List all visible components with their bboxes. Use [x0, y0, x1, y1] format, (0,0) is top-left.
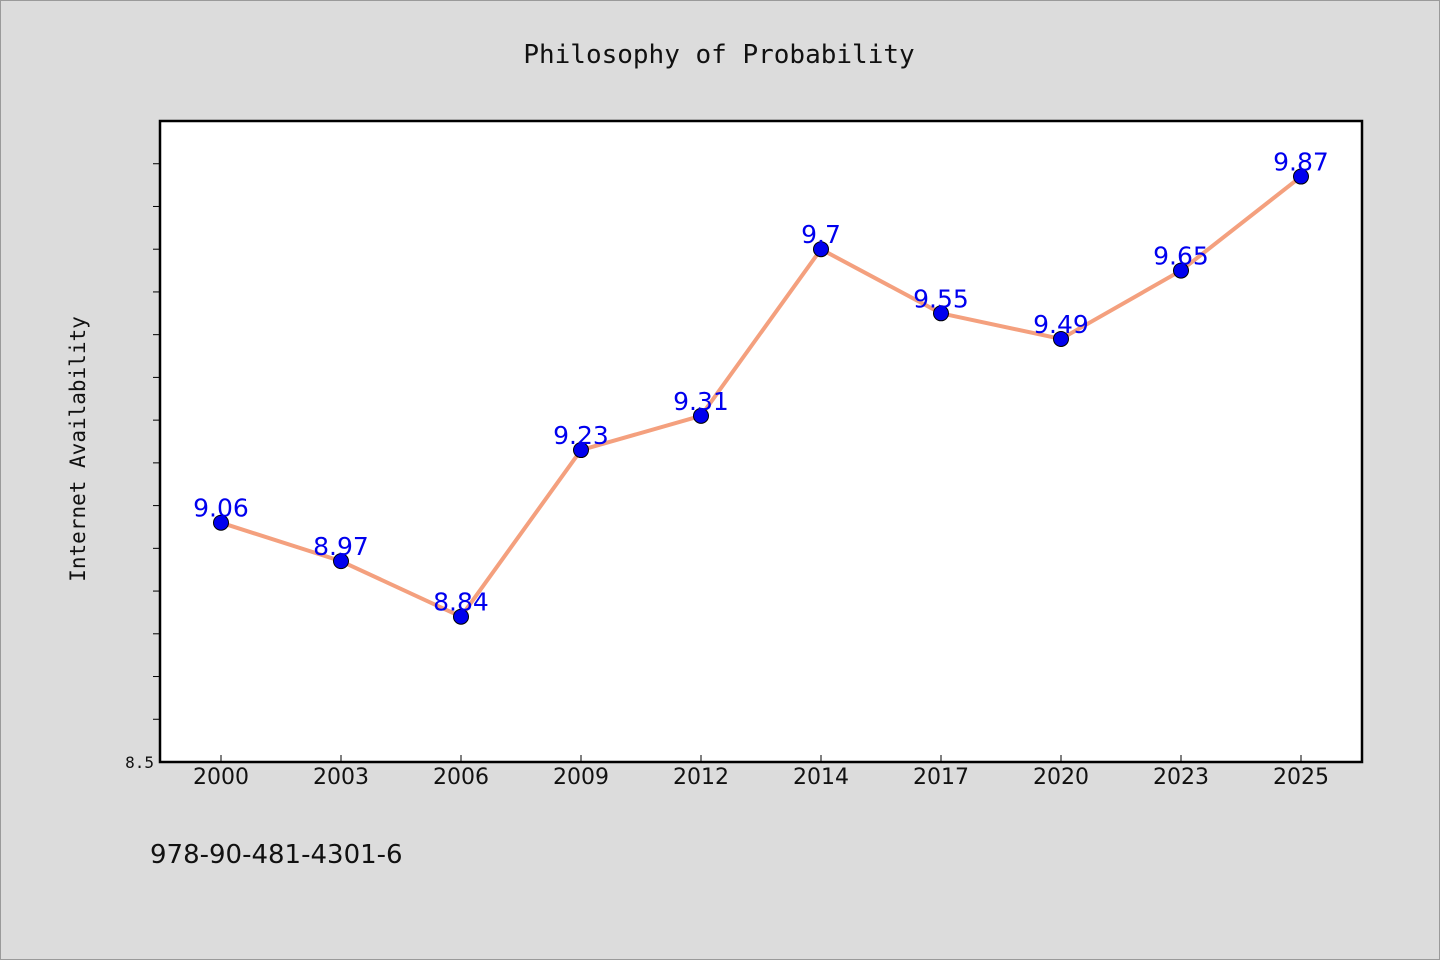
y-axis-label: Internet Availability [66, 316, 90, 582]
x-axis-ticks: 2000 2003 2006 2009 2012 2014 2017 2020 2023 2025 [193, 755, 1329, 790]
data-point [693, 407, 709, 424]
data-label: 8.97 [313, 532, 369, 561]
x-tick-label: 2012 [673, 765, 729, 790]
data-label: 9.31 [673, 387, 729, 416]
isbn-text: 978-90-481-4301-6 [150, 840, 403, 870]
series-layer: 9.06 8.97 8.84 9.23 9.31 9.7 9.55 9.49 9.65 9.87 [193, 148, 1329, 625]
x-tick-label: 2017 [913, 765, 969, 790]
data-point [1053, 330, 1069, 347]
y-tick-label: 8.5 [125, 753, 154, 772]
x-tick-label: 2023 [1153, 765, 1209, 790]
x-tick-label: 2025 [1273, 765, 1329, 790]
x-tick-label: 2000 [193, 765, 249, 790]
x-tick-label: 2006 [433, 765, 489, 790]
x-tick-label: 2014 [793, 765, 849, 790]
data-label: 9.06 [193, 494, 249, 523]
data-point [573, 442, 589, 459]
x-tick-label: 2020 [1033, 765, 1089, 790]
data-point [1173, 262, 1189, 279]
data-point [333, 553, 349, 570]
data-point [453, 608, 469, 625]
data-point [933, 305, 949, 322]
data-label: 9.55 [913, 284, 969, 313]
plot-area [158, 119, 1364, 764]
data-label: 9.65 [1153, 242, 1209, 271]
x-tick-label: 2009 [553, 765, 609, 790]
data-point [813, 241, 829, 258]
series-line [220, 174, 1303, 619]
data-label: 8.84 [433, 588, 489, 617]
y-axis-ticks: 8.5 [125, 163, 160, 772]
data-point [1293, 168, 1309, 185]
data-label: 9.23 [553, 421, 609, 450]
data-label: 9.87 [1273, 148, 1329, 177]
data-label: 9.49 [1033, 310, 1089, 339]
data-label: 9.7 [801, 220, 841, 249]
chart-title: Philosophy of Probability [523, 40, 914, 70]
data-point [213, 514, 229, 531]
x-tick-label: 2003 [313, 765, 369, 790]
